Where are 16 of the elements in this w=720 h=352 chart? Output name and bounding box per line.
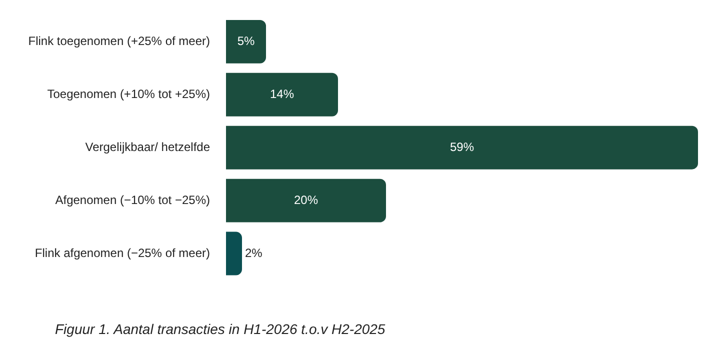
bar [226, 232, 242, 276]
data-label: 59% [450, 140, 474, 154]
y-tick-label: Vergelijkbaar/ hetzelfde [85, 140, 210, 154]
bar [226, 126, 698, 170]
data-label: 2% [245, 246, 263, 260]
y-tick-label: Toegenomen (+10% tot +25%) [47, 86, 210, 101]
bar [226, 178, 386, 222]
bar [226, 72, 338, 116]
y-tick-label: Flink afgenomen (−25% of meer) [34, 246, 210, 260]
text: Figuur 1. Aantal transacties in H1-2026 t.o.v H2-2025 [55, 320, 386, 337]
y-tick-label: Afgenomen (−10% tot −25%) [55, 192, 210, 207]
y-tick-label: Flink toegenomen (+25% of meer) [28, 34, 210, 48]
bar [226, 20, 266, 64]
data-label: 5% [237, 34, 255, 48]
data-label: 20% [294, 192, 318, 207]
data-label: 14% [270, 86, 294, 101]
